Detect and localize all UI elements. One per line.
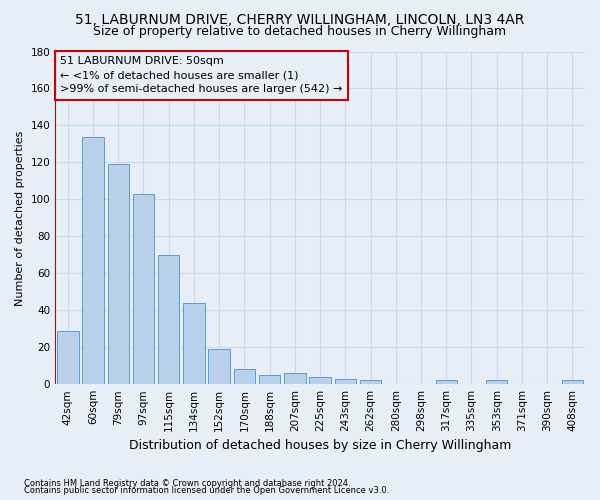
Bar [436, 380, 457, 384]
Bar [259, 375, 280, 384]
Bar [158, 255, 179, 384]
Bar [335, 378, 356, 384]
Bar [310, 377, 331, 384]
Bar [57, 330, 79, 384]
Text: Contains HM Land Registry data © Crown copyright and database right 2024.: Contains HM Land Registry data © Crown c… [24, 478, 350, 488]
Text: Contains public sector information licensed under the Open Government Licence v3: Contains public sector information licen… [24, 486, 389, 495]
Bar [284, 373, 305, 384]
Text: 51, LABURNUM DRIVE, CHERRY WILLINGHAM, LINCOLN, LN3 4AR: 51, LABURNUM DRIVE, CHERRY WILLINGHAM, L… [76, 12, 524, 26]
Bar [107, 164, 129, 384]
Bar [233, 370, 255, 384]
Bar [82, 136, 104, 384]
Text: Size of property relative to detached houses in Cherry Willingham: Size of property relative to detached ho… [94, 25, 506, 38]
Bar [183, 303, 205, 384]
Bar [208, 349, 230, 384]
Bar [133, 194, 154, 384]
Bar [486, 380, 508, 384]
Y-axis label: Number of detached properties: Number of detached properties [15, 130, 25, 306]
Text: 51 LABURNUM DRIVE: 50sqm
← <1% of detached houses are smaller (1)
>99% of semi-d: 51 LABURNUM DRIVE: 50sqm ← <1% of detach… [61, 56, 343, 94]
Bar [562, 380, 583, 384]
Bar [360, 380, 381, 384]
X-axis label: Distribution of detached houses by size in Cherry Willingham: Distribution of detached houses by size … [129, 440, 511, 452]
